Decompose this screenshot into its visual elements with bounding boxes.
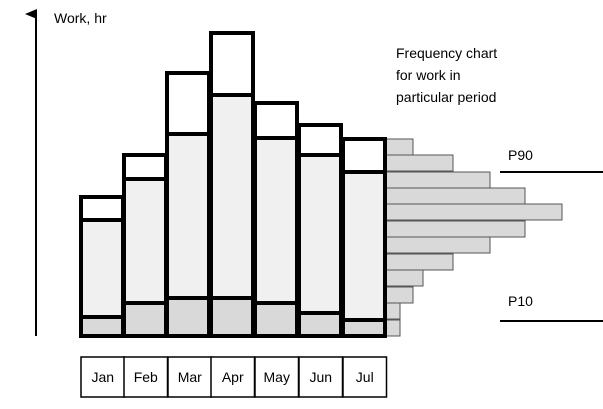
frequency-bar — [384, 171, 491, 189]
column-feb — [122, 153, 168, 338]
column-low-fill — [81, 317, 123, 336]
month-box-jul: Jul — [342, 356, 388, 398]
month-box-frame — [167, 356, 213, 398]
p10-label: P10 — [508, 293, 533, 309]
frequency-bar — [384, 236, 491, 254]
column-low-fill — [124, 303, 166, 336]
column-mid-fill — [343, 172, 385, 320]
frequency-bar — [384, 269, 424, 287]
column-jan — [79, 195, 125, 338]
column-mid-fill — [211, 95, 253, 298]
monthly-columns — [79, 31, 387, 338]
column-mar — [165, 71, 211, 338]
column-may — [253, 101, 299, 338]
month-box-apr: Apr — [210, 356, 256, 398]
month-labels: Jan Feb Mar Apr May Jun Jul — [80, 356, 388, 398]
month-box-jan: Jan — [80, 356, 126, 398]
month-label: Mar — [178, 369, 202, 385]
month-label: Jul — [356, 369, 374, 385]
caption-line-1: Frequency chart — [396, 45, 497, 61]
caption-line-2: for work in — [396, 67, 461, 83]
month-box-frame — [254, 356, 300, 398]
month-label: May — [264, 369, 290, 385]
month-label: Apr — [222, 369, 244, 385]
frequency-bar — [384, 319, 401, 337]
column-apr — [209, 31, 255, 338]
column-mid-fill — [124, 179, 166, 303]
month-label: Feb — [134, 369, 158, 385]
column-low-fill — [167, 298, 209, 336]
frequency-bar — [384, 138, 414, 156]
frequency-bar — [384, 286, 414, 304]
frequency-bar — [384, 154, 454, 172]
column-jul — [341, 137, 387, 338]
month-box-frame — [342, 356, 388, 398]
month-label: Jan — [91, 369, 114, 385]
column-low-fill — [211, 298, 253, 336]
frequency-bar — [384, 220, 526, 238]
month-box-jun: Jun — [298, 356, 344, 398]
column-mid-fill — [81, 220, 123, 317]
month-box-frame — [298, 356, 344, 398]
frequency-bar — [384, 302, 401, 320]
month-box-frame — [80, 356, 126, 398]
frequency-bars — [384, 138, 563, 337]
month-box-feb: Feb — [123, 356, 169, 398]
column-jun — [297, 123, 343, 338]
column-low-fill — [255, 303, 297, 336]
frequency-bar — [384, 203, 563, 221]
month-box-may: May — [254, 356, 300, 398]
caption-line-3: particular period — [396, 89, 496, 105]
y-axis-label: Work, hr — [54, 10, 107, 26]
column-outline — [341, 137, 387, 338]
month-box-frame — [123, 356, 169, 398]
column-mid-fill — [255, 138, 297, 303]
column-low-fill — [299, 313, 341, 336]
column-low-fill — [343, 320, 385, 336]
month-box-mar: Mar — [167, 356, 213, 398]
month-label: Jun — [309, 369, 332, 385]
column-mid-fill — [299, 155, 341, 313]
column-mid-fill — [167, 134, 209, 298]
frequency-bar — [384, 253, 454, 271]
frequency-bar — [384, 187, 526, 205]
p90-label: P90 — [508, 147, 533, 163]
